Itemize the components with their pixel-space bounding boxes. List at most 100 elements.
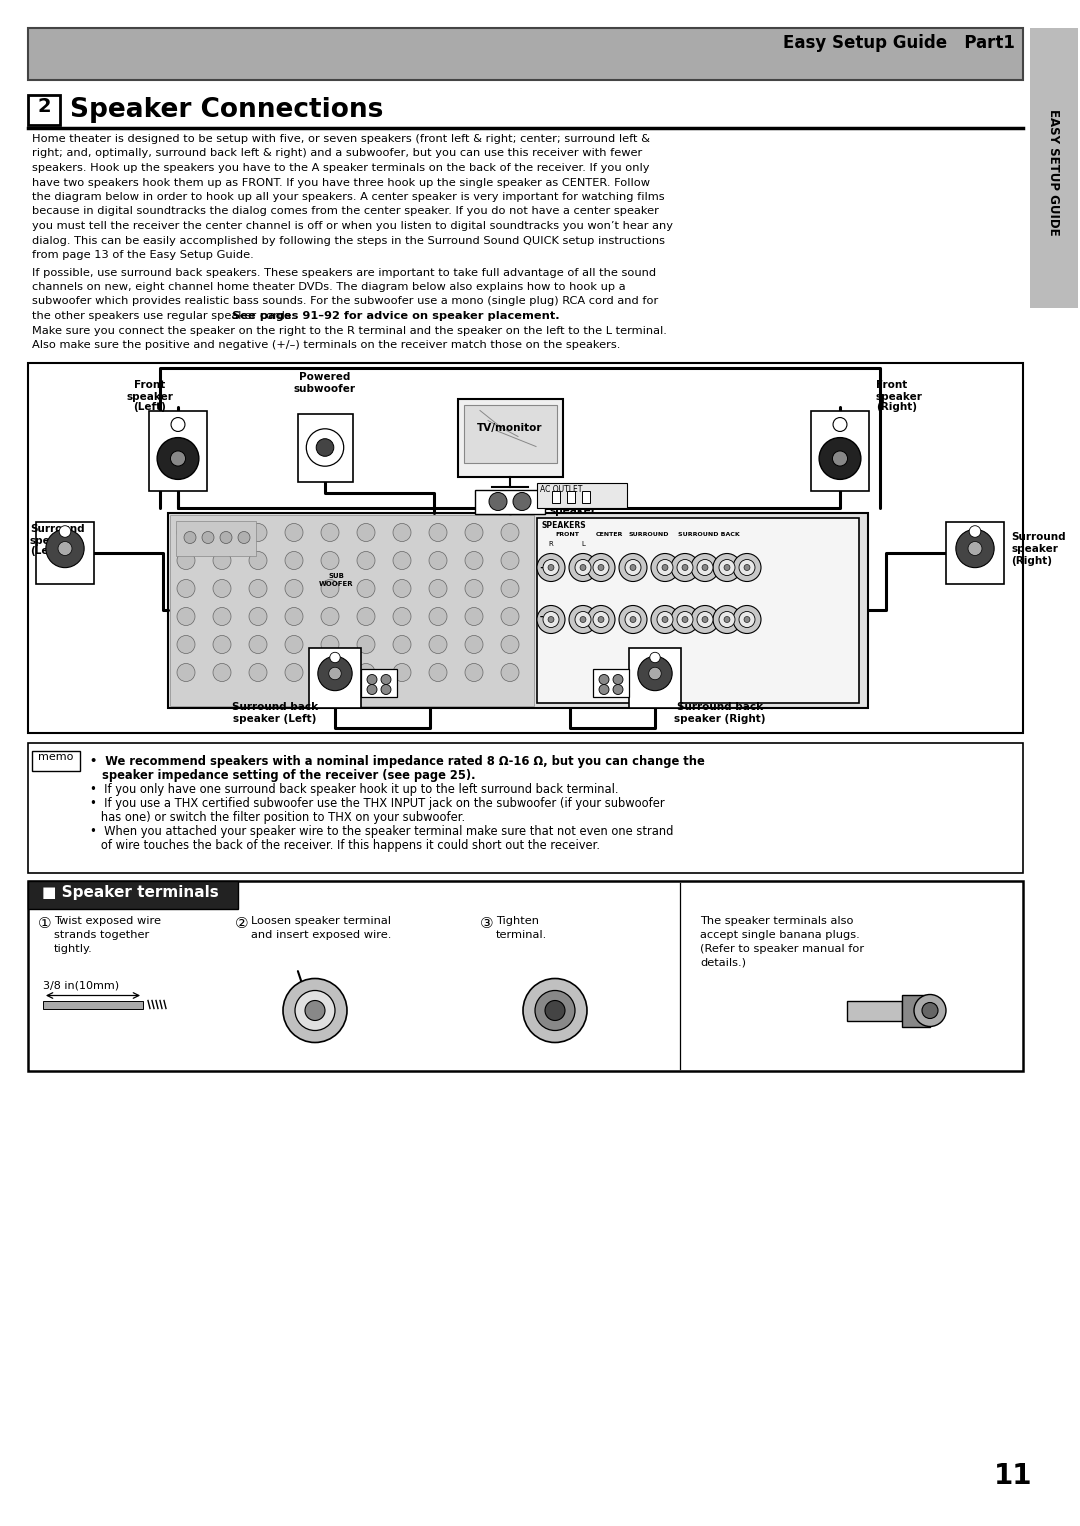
- Circle shape: [171, 452, 186, 465]
- Text: ②: ②: [235, 916, 248, 931]
- Text: speaker impedance setting of the receiver (see page 25).: speaker impedance setting of the receive…: [90, 769, 475, 781]
- Circle shape: [671, 606, 699, 633]
- Circle shape: [724, 565, 730, 571]
- Text: TV/monitor: TV/monitor: [477, 423, 543, 432]
- Circle shape: [213, 664, 231, 682]
- Bar: [537, 517, 859, 702]
- Text: speaker: speaker: [126, 392, 174, 401]
- Text: has one) or switch the filter position to THX on your subwoofer.: has one) or switch the filter position t…: [90, 810, 465, 824]
- Circle shape: [580, 565, 586, 571]
- Circle shape: [249, 607, 267, 626]
- Text: the diagram below in order to hook up all your speakers. A center speaker is ver: the diagram below in order to hook up al…: [32, 192, 664, 201]
- Text: Surround back: Surround back: [232, 702, 319, 713]
- Circle shape: [357, 523, 375, 542]
- Bar: [475, 490, 545, 514]
- Circle shape: [249, 523, 267, 542]
- Circle shape: [357, 635, 375, 653]
- Circle shape: [819, 438, 861, 479]
- Text: (Left): (Left): [30, 546, 63, 557]
- Circle shape: [613, 685, 623, 694]
- Text: Home theater is designed to be setup with five, or seven speakers (front left & : Home theater is designed to be setup wit…: [32, 134, 650, 143]
- Bar: [811, 410, 869, 490]
- Circle shape: [671, 554, 699, 581]
- Bar: [361, 668, 397, 696]
- Text: Front: Front: [876, 380, 907, 391]
- Circle shape: [739, 612, 755, 627]
- Circle shape: [702, 617, 708, 623]
- Circle shape: [367, 674, 377, 685]
- Circle shape: [157, 438, 199, 479]
- Text: CENTER: CENTER: [595, 533, 623, 537]
- Circle shape: [569, 606, 597, 633]
- Circle shape: [719, 560, 735, 575]
- Text: EASY SETUP GUIDE: EASY SETUP GUIDE: [1048, 108, 1061, 235]
- Text: SURROUND BACK: SURROUND BACK: [678, 533, 740, 537]
- Text: memo: memo: [38, 752, 73, 763]
- Circle shape: [713, 554, 741, 581]
- Circle shape: [593, 612, 609, 627]
- Circle shape: [393, 607, 411, 626]
- Text: channels on new, eight channel home theater DVDs. The diagram below also explain: channels on new, eight channel home thea…: [32, 282, 625, 291]
- Bar: [537, 482, 627, 508]
- Bar: [902, 995, 930, 1027]
- Text: Center: Center: [550, 493, 590, 504]
- Circle shape: [613, 674, 623, 685]
- Text: subwoofer: subwoofer: [294, 383, 356, 394]
- Circle shape: [588, 554, 615, 581]
- Circle shape: [177, 607, 195, 626]
- Circle shape: [321, 664, 339, 682]
- Circle shape: [318, 656, 352, 691]
- Text: Speaker Connections: Speaker Connections: [70, 98, 383, 124]
- Text: speakers. Hook up the speakers you have to the A speaker terminals on the back o: speakers. Hook up the speakers you have …: [32, 163, 649, 172]
- Circle shape: [598, 565, 604, 571]
- Circle shape: [465, 523, 483, 542]
- Circle shape: [697, 560, 713, 575]
- Bar: [946, 522, 1004, 583]
- Circle shape: [213, 580, 231, 598]
- Circle shape: [249, 580, 267, 598]
- Circle shape: [393, 580, 411, 598]
- Text: right; and, optimally, surround back left & right) and a subwoofer, but you can : right; and, optimally, surround back lef…: [32, 148, 643, 159]
- Circle shape: [307, 429, 343, 467]
- Circle shape: [719, 612, 735, 627]
- Circle shape: [177, 664, 195, 682]
- Circle shape: [59, 525, 71, 537]
- Circle shape: [739, 560, 755, 575]
- Circle shape: [593, 560, 609, 575]
- Circle shape: [429, 580, 447, 598]
- Circle shape: [238, 531, 249, 543]
- Circle shape: [691, 606, 719, 633]
- Circle shape: [429, 635, 447, 653]
- Text: from page 13 of the Easy Setup Guide.: from page 13 of the Easy Setup Guide.: [32, 250, 254, 259]
- Circle shape: [295, 990, 335, 1030]
- Circle shape: [357, 551, 375, 569]
- Bar: [176, 520, 256, 555]
- Circle shape: [381, 685, 391, 694]
- Circle shape: [465, 607, 483, 626]
- Circle shape: [535, 990, 575, 1030]
- Circle shape: [543, 612, 559, 627]
- Text: 3/8 in(10mm): 3/8 in(10mm): [43, 981, 119, 990]
- Circle shape: [321, 607, 339, 626]
- Circle shape: [393, 551, 411, 569]
- Text: ①: ①: [38, 916, 52, 931]
- Circle shape: [619, 606, 647, 633]
- Text: and insert exposed wire.: and insert exposed wire.: [251, 929, 391, 940]
- Circle shape: [465, 551, 483, 569]
- Text: (Right): (Right): [876, 403, 917, 412]
- Bar: [567, 490, 575, 502]
- Circle shape: [305, 1001, 325, 1021]
- Text: -: -: [539, 612, 542, 621]
- Circle shape: [713, 606, 741, 633]
- Bar: [847, 1001, 902, 1021]
- Circle shape: [357, 607, 375, 626]
- Text: Tighten: Tighten: [496, 916, 539, 925]
- Circle shape: [968, 542, 982, 555]
- Circle shape: [213, 523, 231, 542]
- Text: (Refer to speaker manual for: (Refer to speaker manual for: [700, 943, 864, 954]
- Circle shape: [537, 606, 565, 633]
- Text: •  If you only have one surround back speaker hook it up to the left surround ba: • If you only have one surround back spe…: [90, 783, 619, 795]
- Circle shape: [177, 635, 195, 653]
- Text: The speaker terminals also: The speaker terminals also: [700, 916, 853, 925]
- Circle shape: [575, 560, 591, 575]
